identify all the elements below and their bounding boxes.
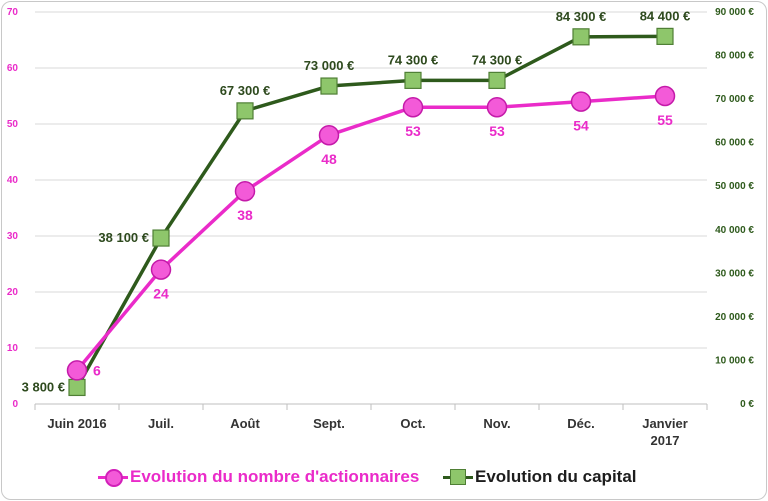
y-left-tick-label: 60: [7, 63, 19, 74]
legend-label-actionnaires: Evolution du nombre d'actionnaires: [130, 467, 420, 486]
y-right-tick-label: 40 000 €: [715, 225, 754, 236]
capital-marker: [404, 71, 422, 89]
actionnaires-marker: [150, 259, 172, 280]
actionnaires-marker: [318, 124, 340, 146]
actionnaires-data-label: 38: [237, 207, 253, 223]
actionnaires-marker: [486, 96, 508, 118]
y-left-tick-label: 10: [7, 343, 19, 354]
legend-item-capital: Evolution du capital: [443, 462, 637, 492]
actionnaires-data-label: 53: [489, 123, 505, 139]
y-right-tick-label: 30 000 €: [715, 268, 754, 279]
y-right-tick-label: 90 000 €: [715, 7, 754, 18]
capital-data-label: 74 300 €: [388, 52, 439, 67]
actionnaires-data-label: 6: [93, 362, 101, 378]
y-left-tick-label: 70: [7, 7, 19, 18]
y-left-tick-label: 50: [7, 119, 19, 130]
y-right-tick-label: 70 000 €: [715, 94, 754, 105]
y-right-tick-label: 50 000 €: [715, 181, 754, 192]
x-tick-label: Nov.: [483, 416, 510, 431]
capital-marker: [488, 71, 506, 89]
actionnaires-data-label: 54: [573, 118, 589, 134]
line-chart: 0 10 20 30 40 50 60 70 0 € 10 000 € 20 000 € 30 000…: [7, 7, 755, 448]
capital-data-label: 84 400 €: [640, 8, 691, 23]
y-left-tick-label: 40: [7, 175, 19, 186]
actionnaires-marker: [402, 96, 424, 118]
capital-data-label: 38 100 €: [98, 230, 149, 245]
capital-marker: [236, 102, 254, 120]
y-right-tick-label: 10 000 €: [715, 355, 754, 366]
capital-marker: [320, 77, 338, 95]
legend-square-marker: [443, 467, 473, 487]
legend-item-actionnaires: Evolution du nombre d'actionnaires: [98, 462, 419, 492]
capital-marker: [68, 378, 86, 397]
x-tick-label: Oct.: [400, 416, 425, 431]
actionnaires-data-label: 53: [405, 123, 421, 139]
legend-circle-marker: [98, 467, 128, 487]
x-tick-label: Janvier: [642, 416, 688, 431]
actionnaires-marker: [570, 91, 592, 112]
actionnaires-marker: [66, 360, 88, 381]
capital-marker: [572, 28, 590, 46]
series-line-actionnaires: [75, 94, 666, 372]
actionnaires-marker: [654, 85, 676, 107]
y-left-tick-label: 30: [7, 231, 19, 242]
capital-data-label: 84 300 €: [556, 9, 607, 24]
actionnaires-data-label: 55: [657, 112, 673, 128]
y-right-tick-label: 20 000 €: [715, 312, 754, 323]
y-left-tick-label: 0: [12, 399, 18, 410]
x-tick-label: Déc.: [567, 416, 594, 431]
series-line-capital: [75, 34, 666, 389]
capital-data-label: 67 300 €: [220, 83, 271, 98]
y-left-tick-label: 20: [7, 287, 19, 298]
legend-label-capital: Evolution du capital: [475, 467, 637, 486]
y-right-tick-label: 80 000 €: [715, 51, 754, 62]
actionnaires-data-label: 48: [321, 151, 337, 167]
actionnaires-data-label: 24: [153, 286, 169, 302]
y-right-tick-label: 60 000 €: [715, 138, 754, 149]
y-right-tick-label: 0 €: [740, 399, 754, 410]
x-tick-label: Juin 2016: [47, 416, 106, 431]
capital-data-label: 3 800 €: [22, 379, 65, 394]
actionnaires-marker: [234, 180, 256, 202]
x-tick-label: Juil.: [148, 416, 174, 431]
capital-data-label: 74 300 €: [472, 52, 523, 67]
x-tick-label: 2017: [651, 433, 680, 448]
capital-marker: [656, 27, 674, 45]
legend: Evolution du nombre d'actionnaires Evolu…: [0, 462, 768, 492]
x-tick-label: Août: [230, 416, 260, 431]
capital-data-label: 73 000 €: [304, 58, 355, 73]
x-tick-label: Sept.: [313, 416, 345, 431]
capital-marker: [152, 229, 170, 247]
